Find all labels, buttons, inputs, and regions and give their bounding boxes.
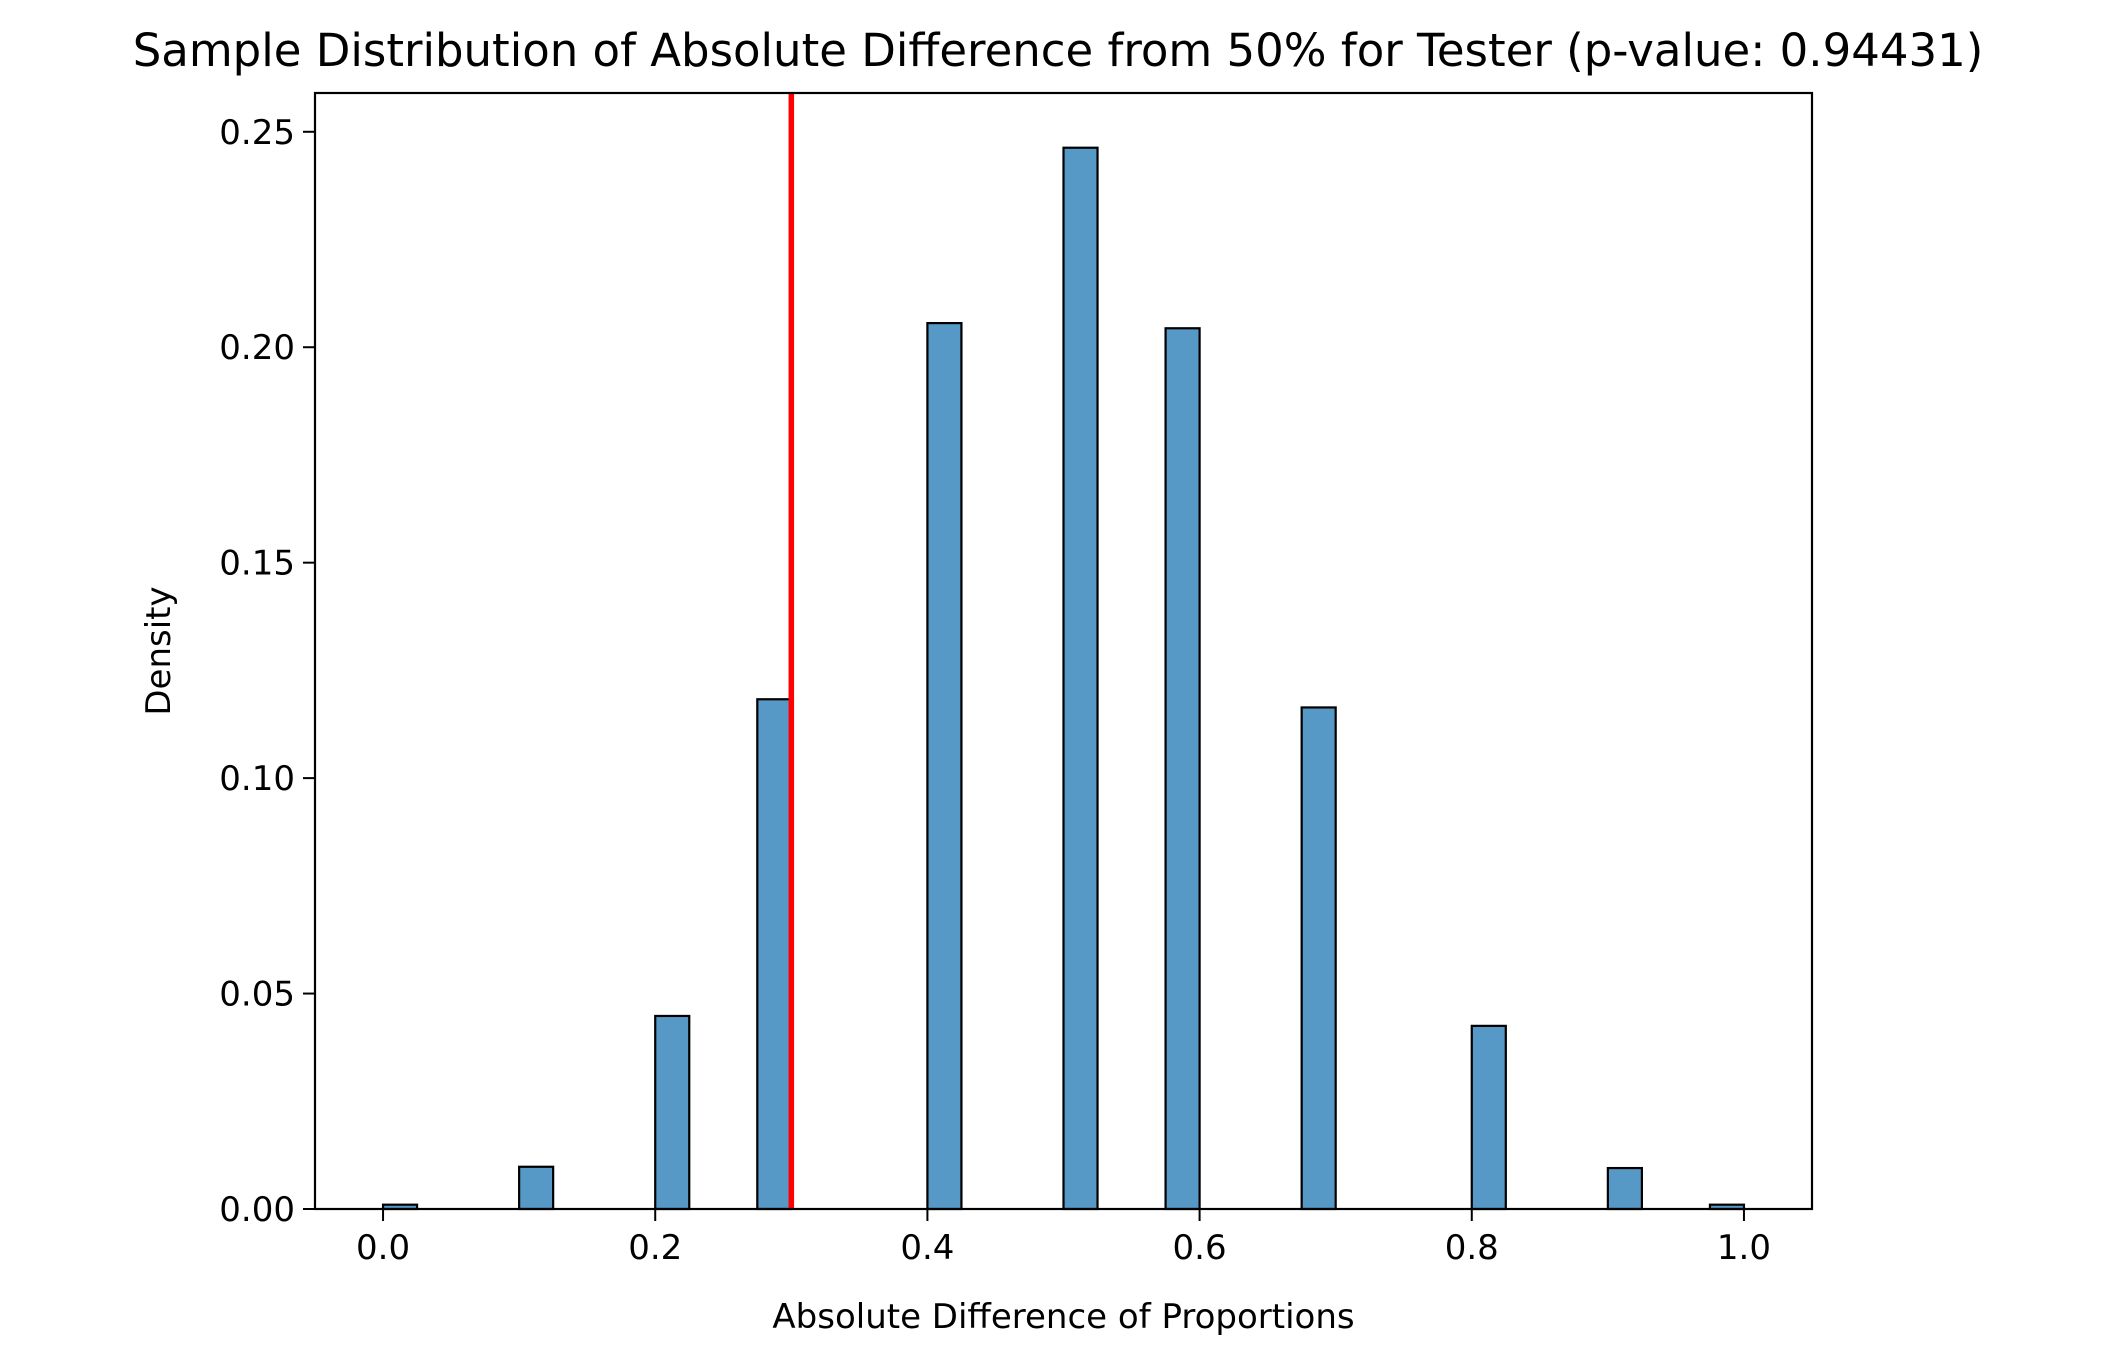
x-tick-label-2: 0.4 [900,1228,954,1268]
bars [381,146,1746,1211]
histogram-bar-1 [518,1165,555,1211]
x-tick-label-0: 0.0 [356,1228,410,1268]
y-tick-label-1: 0.05 [219,975,295,1015]
histogram-bar-3 [756,698,793,1211]
histogram-bar-5 [1062,146,1099,1211]
x-axis-label: Absolute Difference of Proportions [772,1297,1354,1337]
histogram-bar-8 [1470,1024,1507,1211]
chart-title: Sample Distribution of Absolute Differen… [133,24,1984,77]
histogram-bar-4 [926,321,963,1211]
y-tick-label-4: 0.20 [219,328,295,368]
y-tick-label-3: 0.15 [219,544,295,584]
x-tick-label-4: 0.8 [1445,1228,1499,1268]
histogram-bar-2 [654,1014,691,1211]
histogram-bar-7 [1300,706,1337,1211]
x-tick-label-1: 0.2 [628,1228,682,1268]
x-tick-label-5: 1.0 [1717,1228,1771,1268]
y-tick-label-0: 0.00 [219,1190,295,1230]
histogram-bar-9 [1606,1166,1643,1211]
ticks: 0.0 0.2 0.4 0.6 0.8 1.0 0.00 0.05 0.10 0.15 0.20 0.… [219,113,1771,1268]
y-tick-label-2: 0.10 [219,759,295,799]
x-tick-label-3: 0.6 [1173,1228,1227,1268]
histogram-bar-6 [1164,327,1201,1211]
y-axis-label: Density [139,586,179,715]
plot-frame [313,91,1814,1211]
y-tick-label-5: 0.25 [219,113,295,153]
